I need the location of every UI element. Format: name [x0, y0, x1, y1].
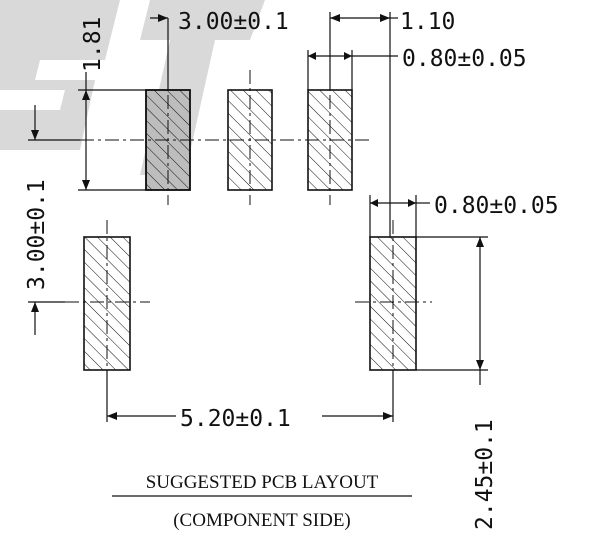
- pad-length-label: 1.81: [80, 17, 106, 72]
- dim-pad-length: 1.81: [78, 17, 146, 191]
- dim-side-pad-span: 5.20±0.1: [106, 370, 394, 432]
- center-lines: [65, 70, 432, 385]
- pad-pitch-label: 3.00±0.1: [178, 9, 289, 35]
- side-pad-width-label: 0.80±0.05: [434, 193, 559, 219]
- caption-title: SUGGESTED PCB LAYOUT: [146, 472, 379, 493]
- side-pad-row: [83, 236, 417, 371]
- dim-side-pad-length: 2.45±0.1: [416, 236, 498, 530]
- pad-gap-label: 1.10: [400, 9, 455, 35]
- dim-top-pad-width: 0.80±0.05: [307, 46, 527, 90]
- caption: SUGGESTED PCB LAYOUT (COMPONENT SIDE): [112, 472, 412, 531]
- side-pad-span-label: 5.20±0.1: [180, 406, 291, 432]
- row-spacing-label: 3.00±0.1: [24, 179, 50, 290]
- caption-subtitle: (COMPONENT SIDE): [173, 510, 351, 531]
- dim-side-pad-width: 0.80±0.05: [369, 193, 559, 237]
- dim-pad-pitch: 3.00±0.1: [150, 9, 289, 90]
- dim-row-spacing: 3.00±0.1: [24, 105, 80, 335]
- side-pad-length-label: 2.45±0.1: [472, 419, 498, 530]
- dim-pad-gap: 1.10: [329, 9, 455, 237]
- top-pad-width-label: 0.80±0.05: [402, 46, 527, 72]
